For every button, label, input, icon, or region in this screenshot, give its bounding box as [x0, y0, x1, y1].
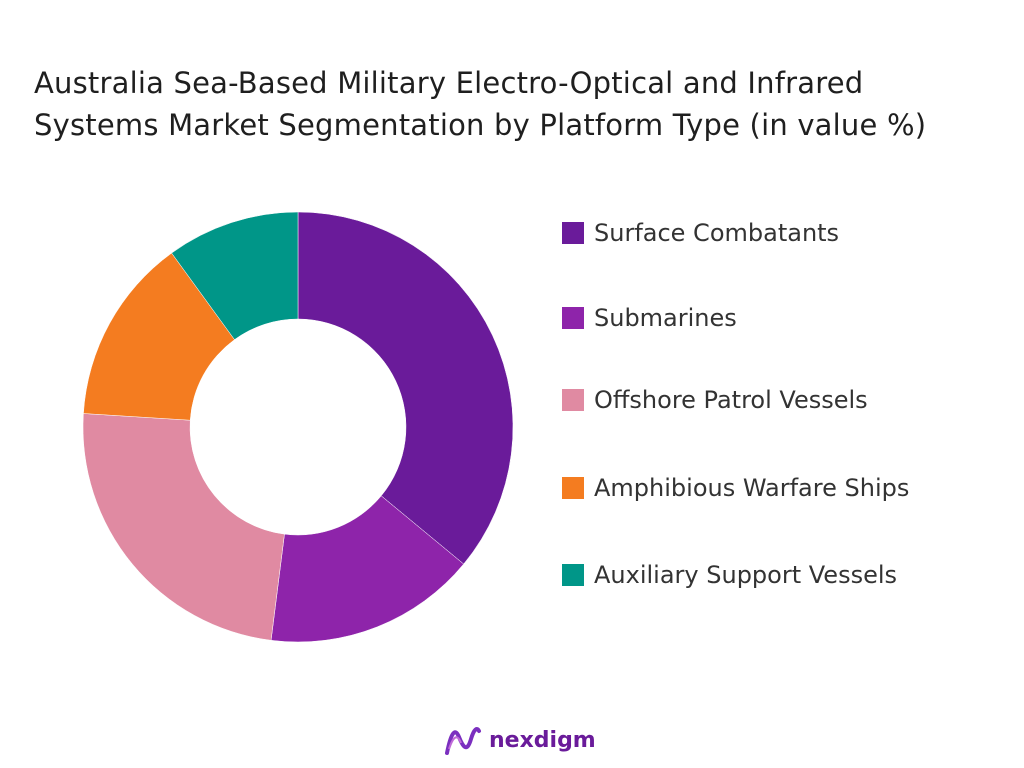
legend-swatch: [562, 307, 584, 329]
legend-swatch: [562, 389, 584, 411]
legend-swatch: [562, 477, 584, 499]
legend-item: Surface Combatants: [562, 218, 839, 248]
slice-offshore-patrol-vessels: [82, 413, 285, 641]
legend-label: Offshore Patrol Vessels: [594, 386, 868, 414]
legend-item: Offshore Patrol Vessels: [562, 385, 868, 415]
nexdigm-logo: nexdigm: [443, 723, 596, 757]
legend-swatch: [562, 564, 584, 586]
slice-amphibious-warfare-ships: [83, 252, 235, 421]
legend-label: Auxiliary Support Vessels: [594, 561, 898, 589]
legend-label: Amphibious Warfare Ships: [594, 474, 910, 502]
legend-label: Submarines: [594, 304, 737, 332]
chart-title: Australia Sea-Based Military Electro-Opt…: [34, 66, 927, 142]
slice-surface-combatants: [297, 211, 514, 565]
legend-item: Amphibious Warfare Ships: [562, 473, 909, 503]
logo-text: nexdigm: [489, 727, 596, 753]
logo-icon: [445, 727, 481, 755]
legend-swatch: [562, 222, 584, 244]
legend-item: Submarines: [562, 303, 737, 333]
legend-label: Surface Combatants: [594, 219, 840, 247]
slice-submarines: [270, 495, 465, 643]
slice-auxiliary-support-vessels: [171, 211, 299, 340]
legend-item: Auxiliary Support Vessels: [562, 560, 897, 590]
